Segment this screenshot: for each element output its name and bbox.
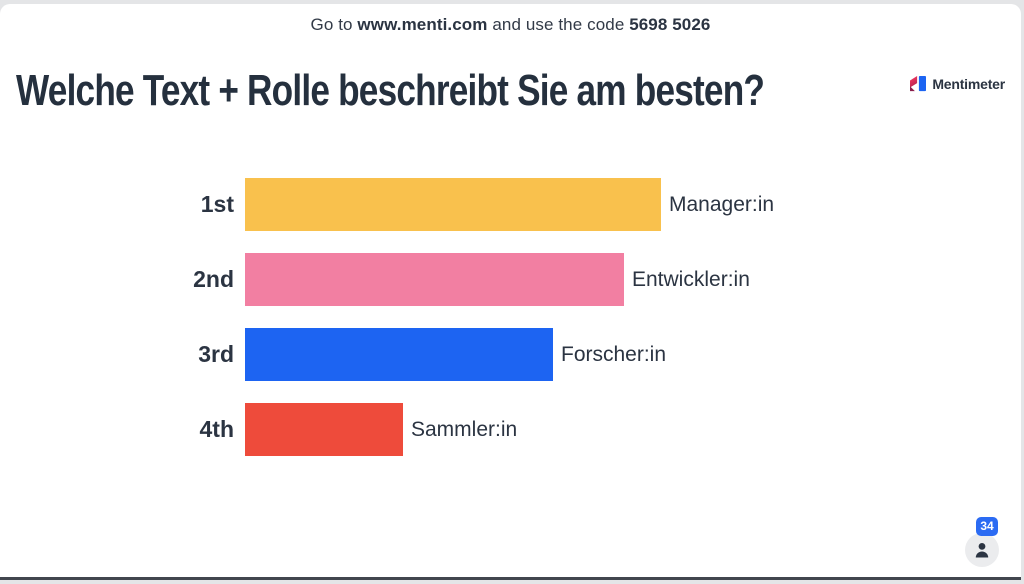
ranking-row: 4th Sammler:in <box>0 403 1021 456</box>
presentation-slide: Go to www.menti.com and use the code 569… <box>0 4 1021 580</box>
ranking-bar <box>245 253 624 306</box>
ranking-row: 1st Manager:in <box>0 178 1021 231</box>
banner-code: 5698 5026 <box>629 15 711 34</box>
ranking-item-label: Sammler:in <box>411 417 518 441</box>
ranking-row: 2nd Entwickler:in <box>0 253 1021 306</box>
ranking-bar <box>245 403 403 456</box>
participants-button[interactable] <box>965 533 999 567</box>
banner-url: www.menti.com <box>357 15 488 34</box>
banner-middle: and use the code <box>487 15 630 34</box>
rank-label: 1st <box>200 191 234 217</box>
ranking-item-label: Forscher:in <box>561 342 667 366</box>
ranking-bar <box>245 178 661 231</box>
mentimeter-logo-icon <box>909 76 927 92</box>
ranking-rows: 1st Manager:in 2nd Entwickler:in 3rd Forscher… <box>0 178 1021 456</box>
person-icon <box>974 542 990 558</box>
participants-widget: 34 <box>959 517 1001 567</box>
ranking-bar <box>245 328 553 381</box>
ranking-item-label: Entwickler:in <box>632 267 750 291</box>
rank-label: 2nd <box>193 266 234 292</box>
ranking-item-label: Manager:in <box>669 192 775 216</box>
ranking-row: 3rd Forscher:in <box>0 328 1021 381</box>
banner-prefix: Go to <box>310 15 358 34</box>
question-title: Welche Text + Rolle beschreibt Sie am be… <box>16 66 765 115</box>
rank-label: 4th <box>199 416 235 442</box>
participant-count-badge: 34 <box>976 517 998 536</box>
join-instructions-banner: Go to www.menti.com and use the code 569… <box>0 4 1021 35</box>
mentimeter-logo: Mentimeter <box>909 76 1005 92</box>
mentimeter-logo-text: Mentimeter <box>932 76 1005 92</box>
ranking-chart: 1st Manager:in 2nd Entwickler:in 3rd Forscher… <box>0 178 1021 478</box>
rank-label: 3rd <box>198 341 234 367</box>
